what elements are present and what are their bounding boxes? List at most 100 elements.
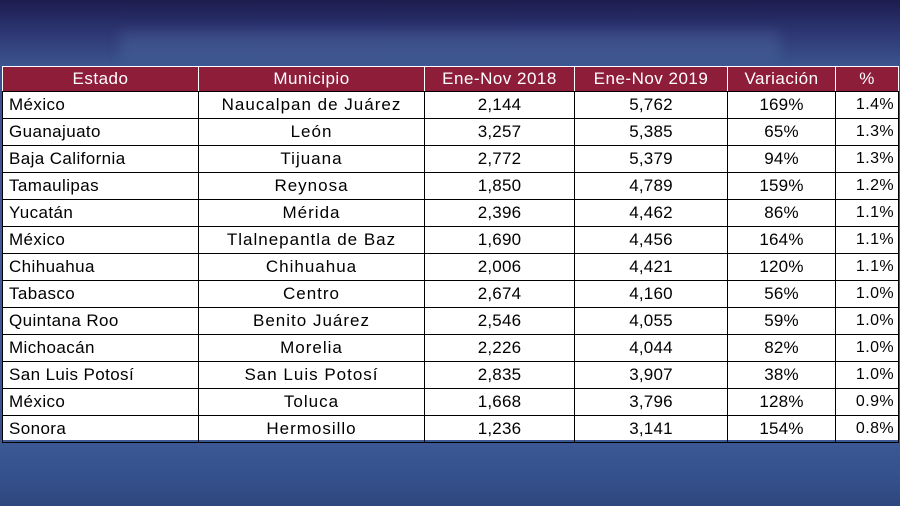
municipio-cell: Chihuahua bbox=[198, 253, 425, 281]
ene-nov-2018-cell: 1,668 bbox=[424, 388, 575, 416]
ene-nov-2019-cell: 4,055 bbox=[574, 307, 728, 335]
estado-cell: México bbox=[2, 226, 199, 254]
variacion-cell: 59% bbox=[727, 307, 836, 335]
percent-cell: 1.1% bbox=[835, 199, 899, 227]
variacion-cell: 82% bbox=[727, 334, 836, 362]
ene-nov-2019-cell: 3,141 bbox=[574, 415, 728, 443]
table-row: Tamaulipas Reynosa 1,850 4,789 159% 1.2% bbox=[2, 172, 899, 200]
variacion-cell: 86% bbox=[727, 199, 836, 227]
header-row: Estado Municipio Ene-Nov 2018 Ene-Nov 20… bbox=[2, 66, 899, 92]
ene-nov-2019-cell: 4,044 bbox=[574, 334, 728, 362]
ene-nov-2019-cell: 5,379 bbox=[574, 145, 728, 173]
estado-cell: Sonora bbox=[2, 415, 199, 443]
header-ene-nov-2019: Ene-Nov 2019 bbox=[574, 66, 728, 92]
ene-nov-2018-cell: 3,257 bbox=[424, 118, 575, 146]
header-municipio: Municipio bbox=[198, 66, 425, 92]
ene-nov-2019-cell: 4,421 bbox=[574, 253, 728, 281]
percent-cell: 1.2% bbox=[835, 172, 899, 200]
table-row: Michoacán Morelia 2,226 4,044 82% 1.0% bbox=[2, 334, 899, 362]
table-row: México Tlalnepantla de Baz 1,690 4,456 164% 1… bbox=[2, 226, 899, 254]
variacion-cell: 164% bbox=[727, 226, 836, 254]
ene-nov-2019-cell: 4,462 bbox=[574, 199, 728, 227]
background-blurred-banner bbox=[120, 30, 780, 60]
data-table-container: Estado Municipio Ene-Nov 2018 Ene-Nov 20… bbox=[2, 66, 899, 443]
percent-cell: 1.0% bbox=[835, 334, 899, 362]
ene-nov-2019-cell: 4,160 bbox=[574, 280, 728, 308]
percent-cell: 1.1% bbox=[835, 253, 899, 281]
ene-nov-2019-cell: 5,762 bbox=[574, 91, 728, 119]
percent-cell: 1.0% bbox=[835, 361, 899, 389]
ene-nov-2018-cell: 1,690 bbox=[424, 226, 575, 254]
variacion-cell: 154% bbox=[727, 415, 836, 443]
estado-cell: Quintana Roo bbox=[2, 307, 199, 335]
ene-nov-2018-cell: 2,226 bbox=[424, 334, 575, 362]
municipio-cell: León bbox=[198, 118, 425, 146]
variacion-cell: 169% bbox=[727, 91, 836, 119]
estado-cell: San Luis Potosí bbox=[2, 361, 199, 389]
municipio-cell: Mérida bbox=[198, 199, 425, 227]
variacion-cell: 65% bbox=[727, 118, 836, 146]
table-row: Yucatán Mérida 2,396 4,462 86% 1.1% bbox=[2, 199, 899, 227]
table-body: México Naucalpan de Juárez 2,144 5,762 169% 1… bbox=[2, 91, 899, 443]
data-table: Estado Municipio Ene-Nov 2018 Ene-Nov 20… bbox=[2, 66, 899, 443]
municipio-cell: Benito Juárez bbox=[198, 307, 425, 335]
estado-cell: México bbox=[2, 388, 199, 416]
background-top bbox=[0, 0, 900, 66]
table-row: México Naucalpan de Juárez 2,144 5,762 169% 1… bbox=[2, 91, 899, 119]
municipio-cell: Tijuana bbox=[198, 145, 425, 173]
ene-nov-2018-cell: 2,396 bbox=[424, 199, 575, 227]
ene-nov-2019-cell: 3,796 bbox=[574, 388, 728, 416]
ene-nov-2018-cell: 1,850 bbox=[424, 172, 575, 200]
variacion-cell: 128% bbox=[727, 388, 836, 416]
ene-nov-2018-cell: 2,772 bbox=[424, 145, 575, 173]
table-row: México Toluca 1,668 3,796 128% 0.9% bbox=[2, 388, 899, 416]
estado-cell: Michoacán bbox=[2, 334, 199, 362]
ene-nov-2018-cell: 2,144 bbox=[424, 91, 575, 119]
table-row: Quintana Roo Benito Juárez 2,546 4,055 59% 1.… bbox=[2, 307, 899, 335]
ene-nov-2019-cell: 3,907 bbox=[574, 361, 728, 389]
variacion-cell: 94% bbox=[727, 145, 836, 173]
ene-nov-2018-cell: 2,006 bbox=[424, 253, 575, 281]
table-row: Sonora Hermosillo 1,236 3,141 154% 0.8% bbox=[2, 415, 899, 443]
municipio-cell: Tlalnepantla de Baz bbox=[198, 226, 425, 254]
estado-cell: Baja California bbox=[2, 145, 199, 173]
percent-cell: 1.1% bbox=[835, 226, 899, 254]
ene-nov-2018-cell: 2,546 bbox=[424, 307, 575, 335]
estado-cell: Yucatán bbox=[2, 199, 199, 227]
percent-cell: 1.0% bbox=[835, 307, 899, 335]
municipio-cell: San Luis Potosí bbox=[198, 361, 425, 389]
header-estado: Estado bbox=[2, 66, 199, 92]
ene-nov-2019-cell: 4,789 bbox=[574, 172, 728, 200]
variacion-cell: 38% bbox=[727, 361, 836, 389]
table-row: Baja California Tijuana 2,772 5,379 94% 1.3% bbox=[2, 145, 899, 173]
municipio-cell: Toluca bbox=[198, 388, 425, 416]
municipio-cell: Centro bbox=[198, 280, 425, 308]
percent-cell: 1.3% bbox=[835, 145, 899, 173]
estado-cell: Guanajuato bbox=[2, 118, 199, 146]
ene-nov-2019-cell: 4,456 bbox=[574, 226, 728, 254]
variacion-cell: 159% bbox=[727, 172, 836, 200]
variacion-cell: 120% bbox=[727, 253, 836, 281]
header-ene-nov-2018: Ene-Nov 2018 bbox=[424, 66, 575, 92]
table-header: Estado Municipio Ene-Nov 2018 Ene-Nov 20… bbox=[2, 66, 899, 92]
header-variacion: Variación bbox=[727, 66, 836, 92]
estado-cell: Tabasco bbox=[2, 280, 199, 308]
percent-cell: 0.9% bbox=[835, 388, 899, 416]
table-row: San Luis Potosí San Luis Potosí 2,835 3,907… bbox=[2, 361, 899, 389]
ene-nov-2018-cell: 2,674 bbox=[424, 280, 575, 308]
municipio-cell: Reynosa bbox=[198, 172, 425, 200]
table-row: Chihuahua Chihuahua 2,006 4,421 120% 1.1% bbox=[2, 253, 899, 281]
estado-cell: Tamaulipas bbox=[2, 172, 199, 200]
variacion-cell: 56% bbox=[727, 280, 836, 308]
table-row: Tabasco Centro 2,674 4,160 56% 1.0% bbox=[2, 280, 899, 308]
municipio-cell: Hermosillo bbox=[198, 415, 425, 443]
municipio-cell: Naucalpan de Juárez bbox=[198, 91, 425, 119]
percent-cell: 0.8% bbox=[835, 415, 899, 443]
ene-nov-2018-cell: 1,236 bbox=[424, 415, 575, 443]
background-bottom bbox=[0, 440, 900, 506]
percent-cell: 1.0% bbox=[835, 280, 899, 308]
header-percent: % bbox=[835, 66, 899, 92]
table-row: Guanajuato León 3,257 5,385 65% 1.3% bbox=[2, 118, 899, 146]
estado-cell: México bbox=[2, 91, 199, 119]
municipio-cell: Morelia bbox=[198, 334, 425, 362]
